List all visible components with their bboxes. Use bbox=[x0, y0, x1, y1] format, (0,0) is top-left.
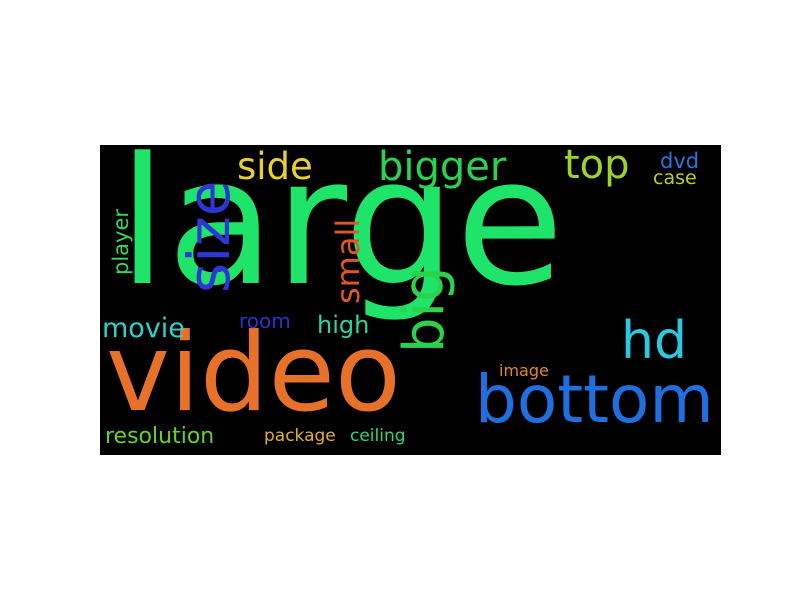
word-size: size bbox=[175, 180, 243, 293]
word-movie: movie bbox=[102, 313, 185, 344]
word-high: high bbox=[317, 311, 370, 339]
word-package: package bbox=[264, 426, 336, 446]
word-top: top bbox=[564, 145, 630, 188]
word-cloud: large video bottom size big bigger top s… bbox=[100, 145, 721, 455]
word-resolution: resolution bbox=[105, 424, 215, 449]
word-big: big bbox=[392, 266, 457, 353]
word-side: side bbox=[237, 145, 313, 188]
word-bottom: bottom bbox=[475, 361, 714, 438]
word-ceiling: ceiling bbox=[350, 426, 406, 446]
word-hd: hd bbox=[621, 311, 687, 371]
word-bigger: bigger bbox=[378, 145, 507, 190]
word-room: room bbox=[239, 309, 291, 333]
word-case: case bbox=[653, 167, 697, 189]
word-player: player bbox=[109, 208, 133, 275]
word-video: video bbox=[106, 311, 401, 436]
word-small: small bbox=[329, 218, 367, 304]
word-large: large bbox=[118, 145, 565, 325]
word-image: image bbox=[499, 361, 549, 380]
word-dvd: dvd bbox=[660, 149, 700, 173]
